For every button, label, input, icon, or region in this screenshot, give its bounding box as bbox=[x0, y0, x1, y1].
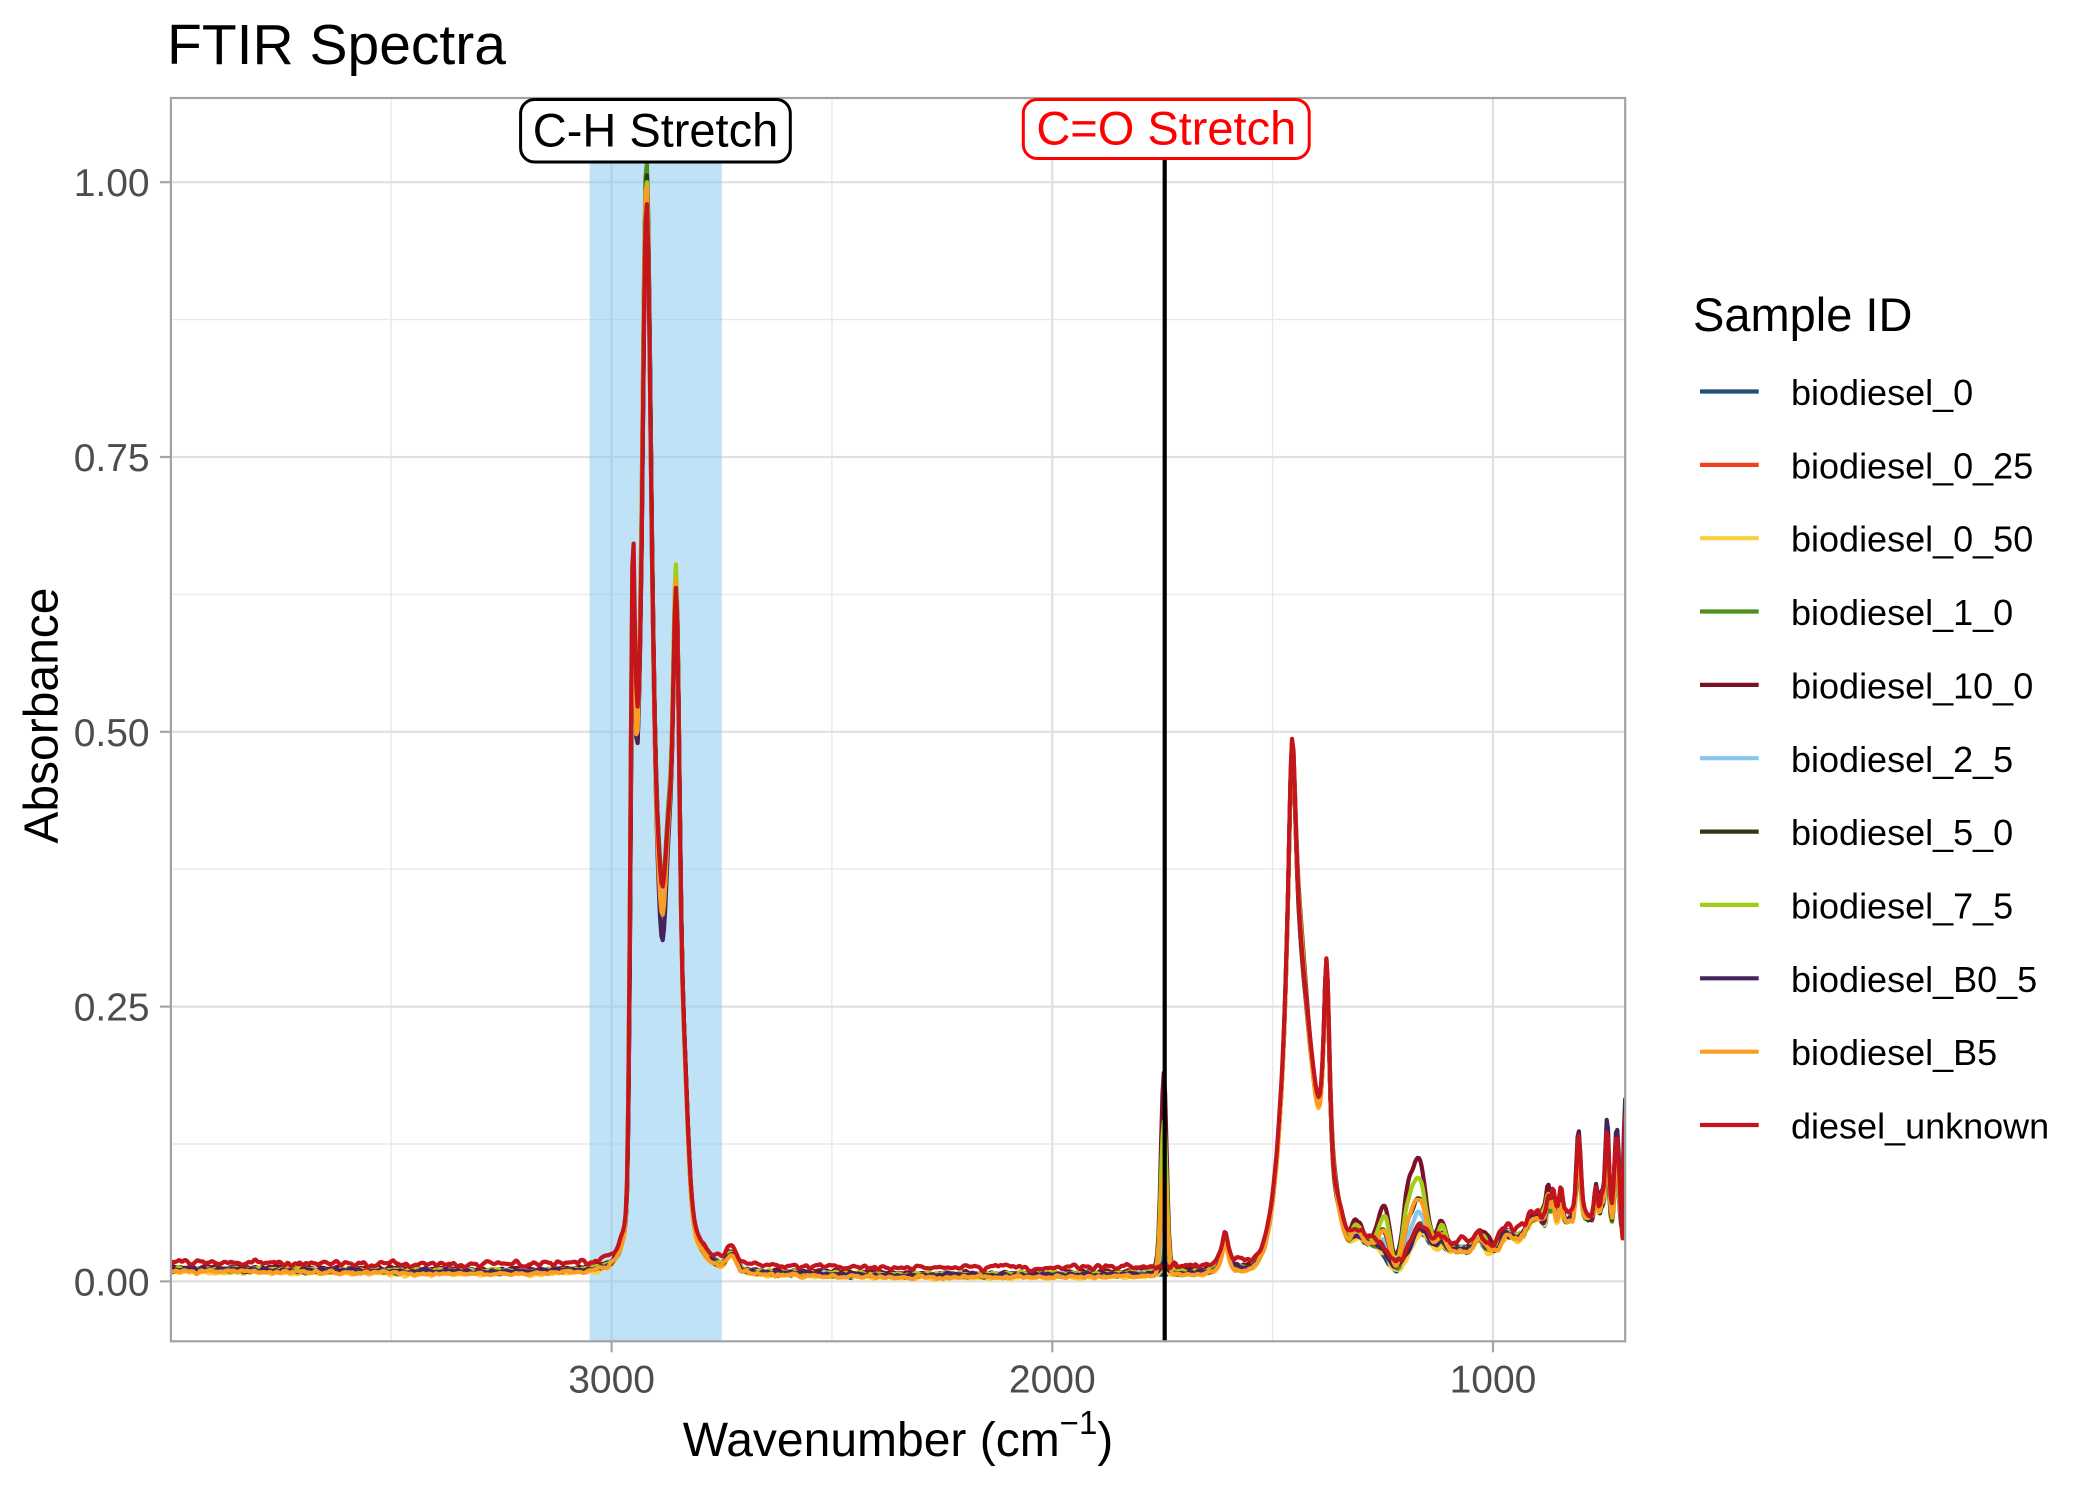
svg-text:FTIR Spectra: FTIR Spectra bbox=[167, 13, 506, 77]
svg-text:1000: 1000 bbox=[1450, 1359, 1537, 1402]
svg-text:C-H Stretch: C-H Stretch bbox=[533, 104, 779, 157]
svg-text:biodiesel_7_5: biodiesel_7_5 bbox=[1791, 885, 2013, 926]
svg-text:biodiesel_0: biodiesel_0 bbox=[1791, 372, 1973, 413]
svg-text:0.50: 0.50 bbox=[74, 712, 150, 755]
svg-text:1.00: 1.00 bbox=[74, 162, 150, 205]
svg-text:biodiesel_0_50: biodiesel_0_50 bbox=[1791, 519, 2033, 560]
svg-text:biodiesel_2_5: biodiesel_2_5 bbox=[1791, 739, 2013, 780]
svg-text:Wavenumber (cm−1): Wavenumber (cm−1) bbox=[683, 1404, 1114, 1467]
svg-text:Absorbance: Absorbance bbox=[15, 588, 68, 844]
svg-text:0.75: 0.75 bbox=[74, 437, 150, 480]
svg-text:2000: 2000 bbox=[1009, 1359, 1096, 1402]
svg-text:biodiesel_B5: biodiesel_B5 bbox=[1791, 1032, 1997, 1073]
svg-text:biodiesel_1_0: biodiesel_1_0 bbox=[1791, 592, 2013, 633]
svg-text:3000: 3000 bbox=[568, 1359, 655, 1402]
svg-text:biodiesel_5_0: biodiesel_5_0 bbox=[1791, 812, 2013, 853]
svg-text:0.25: 0.25 bbox=[74, 987, 150, 1030]
svg-text:biodiesel_0_25: biodiesel_0_25 bbox=[1791, 445, 2033, 486]
svg-text:C=O Stretch: C=O Stretch bbox=[1036, 102, 1296, 155]
svg-text:biodiesel_10_0: biodiesel_10_0 bbox=[1791, 665, 2033, 706]
svg-text:biodiesel_B0_5: biodiesel_B0_5 bbox=[1791, 959, 2037, 1000]
svg-text:diesel_unknown: diesel_unknown bbox=[1791, 1106, 2049, 1147]
svg-text:0.00: 0.00 bbox=[74, 1261, 150, 1304]
svg-text:Sample ID: Sample ID bbox=[1693, 288, 1912, 341]
